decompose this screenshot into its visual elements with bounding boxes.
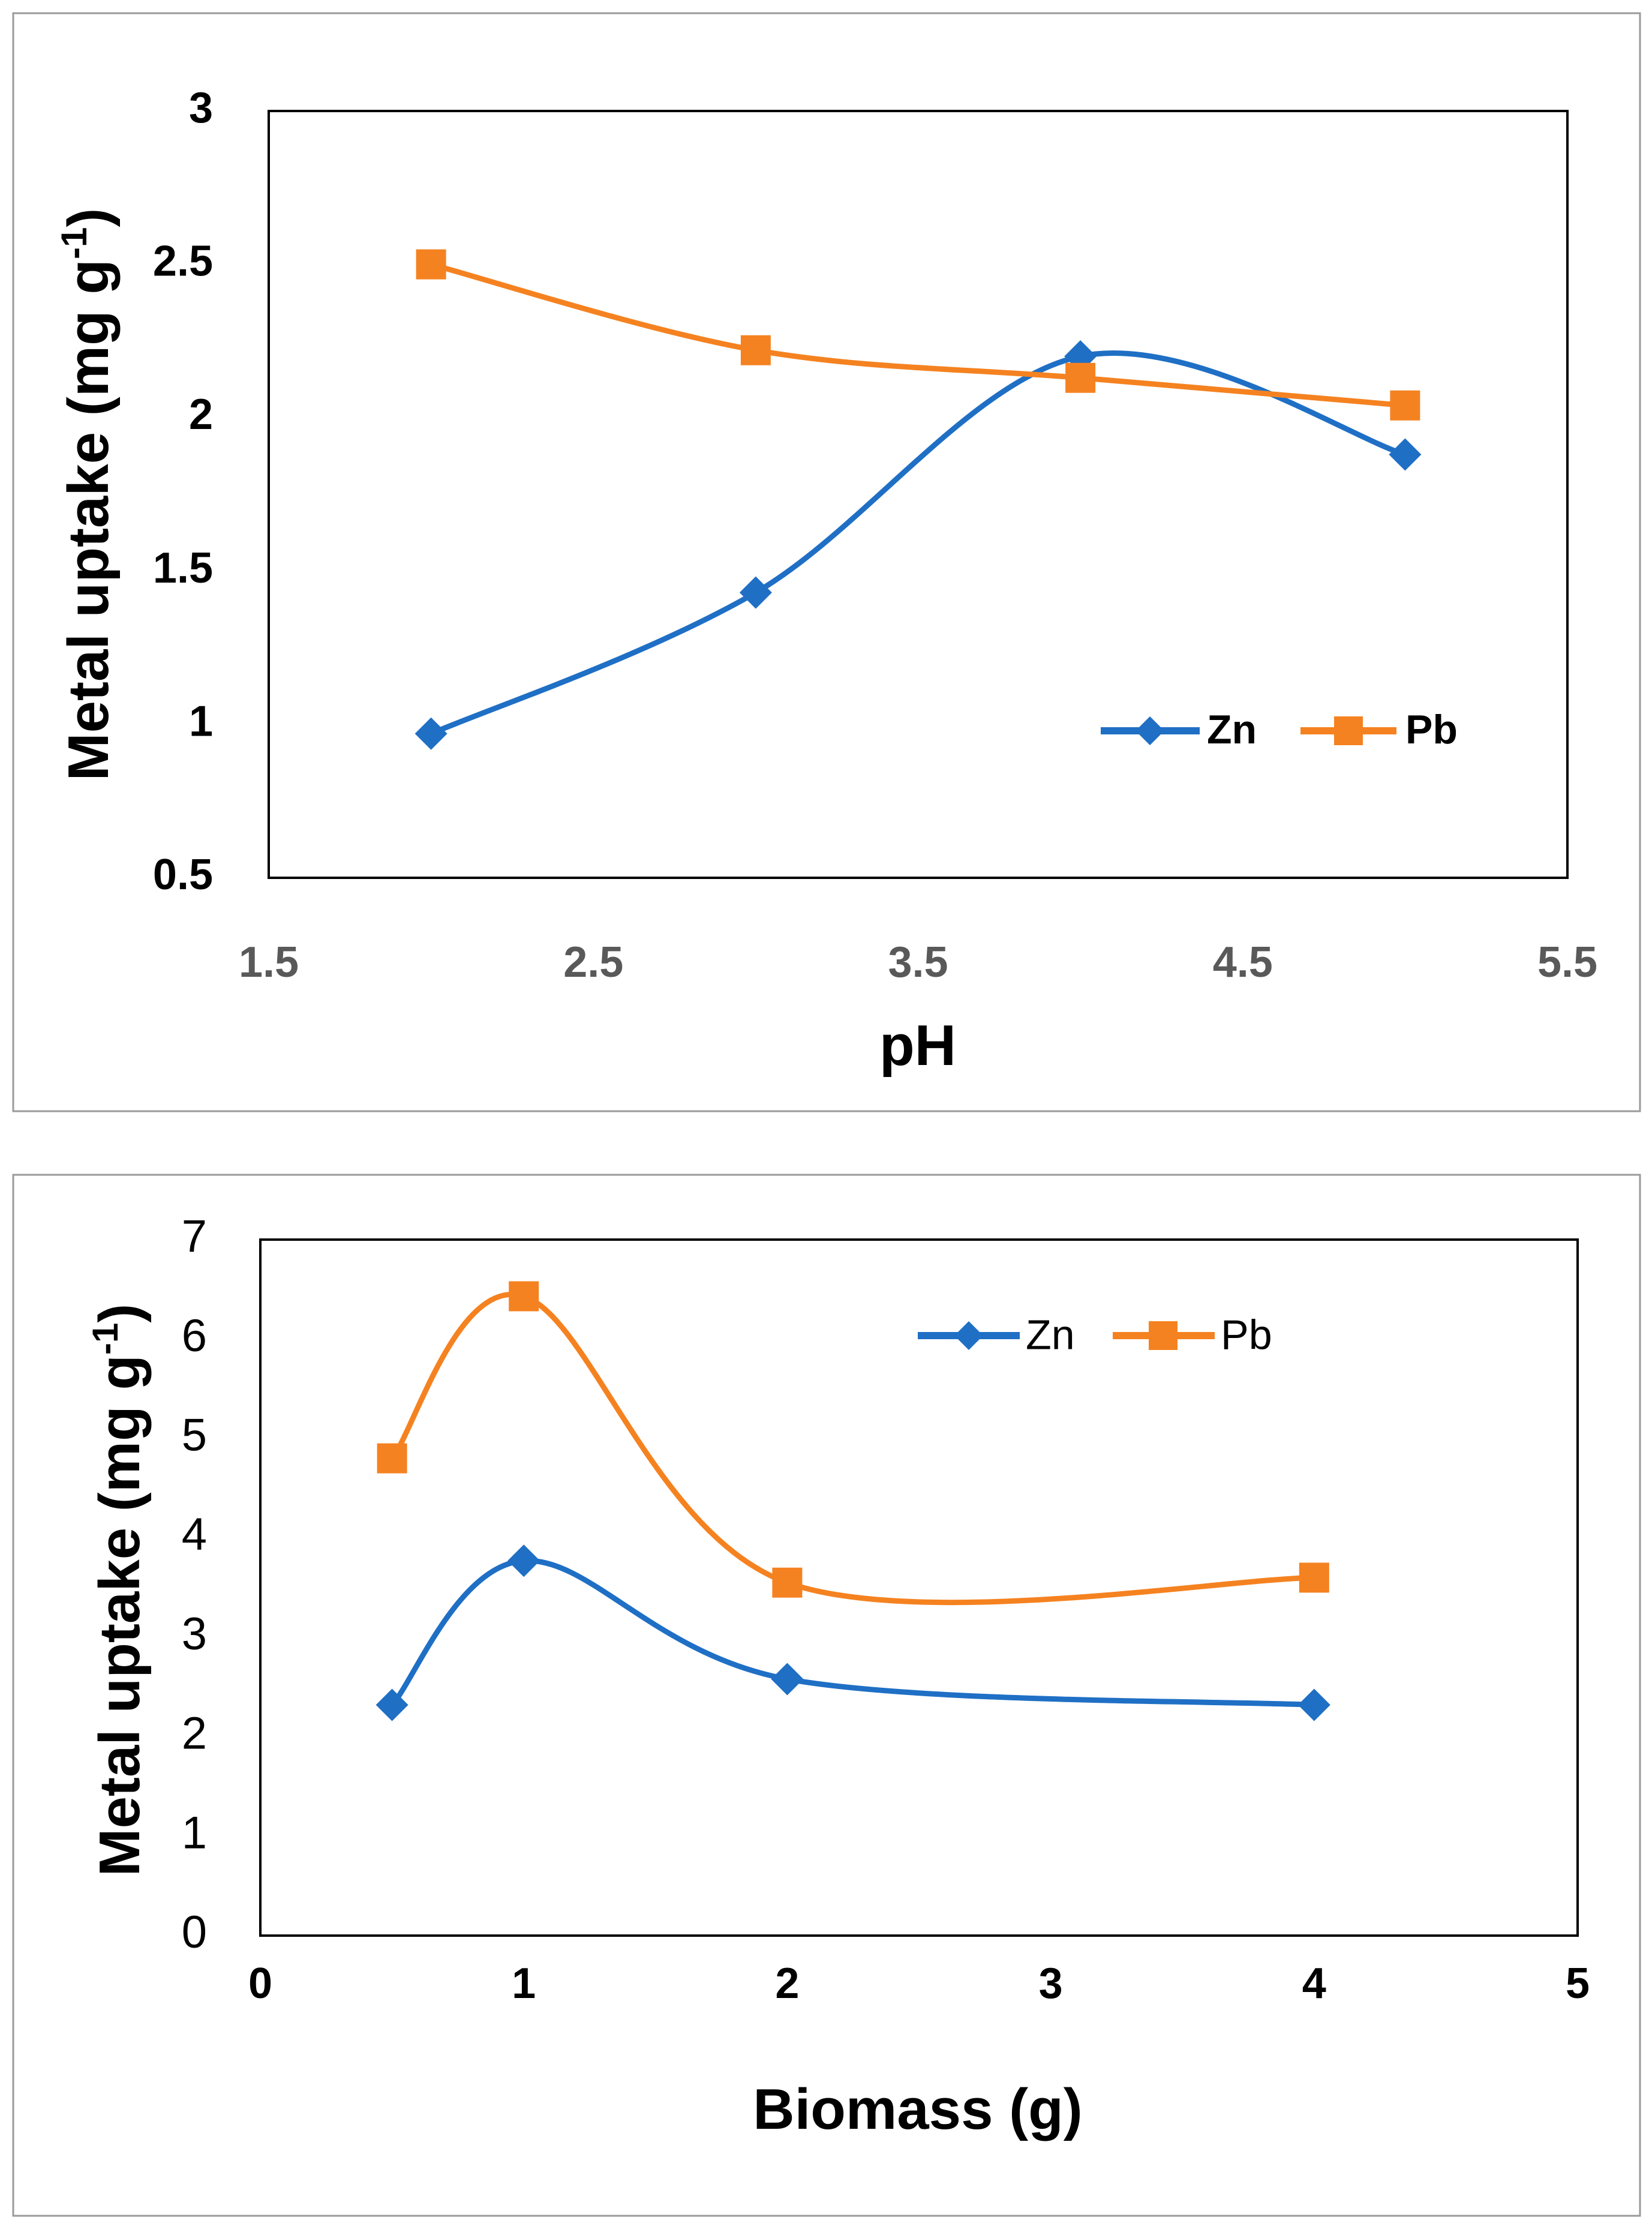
y-tick-label: 2.5 bbox=[153, 238, 213, 286]
data-point-pb bbox=[740, 335, 771, 365]
x-tick-label: 0 bbox=[248, 1960, 272, 2008]
y-tick-label: 5 bbox=[182, 1410, 207, 1461]
series-zn-line bbox=[429, 350, 1406, 736]
legend-pb-square-icon bbox=[1334, 716, 1363, 745]
y-tick-label: 6 bbox=[182, 1310, 207, 1361]
legend-zn-label: Zn bbox=[1026, 1311, 1075, 1358]
x-tick-label: 4.5 bbox=[1213, 938, 1273, 986]
y-tick-label: 2 bbox=[182, 1708, 207, 1759]
chart-panel-biomass: 0 1 2 3 4 5 6 7 0 1 2 3 4 5 Biomass (g) … bbox=[12, 1174, 1641, 2217]
data-point-zn bbox=[376, 1688, 409, 1721]
chart-panel-ph: 0.5 1 1.5 2 2.5 3 1.5 2.5 3.5 4.5 5.5 pH… bbox=[12, 12, 1641, 1112]
x-tick-label: 1 bbox=[512, 1960, 536, 2008]
data-point-pb bbox=[1299, 1562, 1329, 1593]
x-tick-label: 4 bbox=[1302, 1960, 1326, 2008]
x-tick-label: 3.5 bbox=[888, 938, 948, 986]
x-tick-labels: 0 1 2 3 4 5 bbox=[248, 1960, 1590, 2008]
legend: Zn Pb bbox=[918, 1311, 1272, 1358]
y-tick-labels: 0 1 2 3 4 5 6 7 bbox=[182, 1211, 207, 1958]
y-tick-label: 1 bbox=[189, 697, 213, 745]
plot-area bbox=[268, 110, 1569, 879]
x-axis-title: pH bbox=[879, 1013, 956, 1078]
data-point-zn bbox=[739, 576, 772, 609]
x-tick-label: 2 bbox=[775, 1960, 799, 2008]
y-tick-label: 3 bbox=[182, 1609, 207, 1660]
y-axis-title: Metal uptake (mg g-1) bbox=[54, 208, 121, 781]
data-point-pb bbox=[377, 1443, 407, 1474]
data-point-zn bbox=[414, 717, 447, 750]
y-axis-title-close: ) bbox=[88, 1304, 152, 1323]
data-point-zn bbox=[507, 1544, 540, 1577]
x-tick-labels: 1.5 2.5 3.5 4.5 5.5 bbox=[239, 938, 1597, 986]
legend-pb-square-icon bbox=[1149, 1321, 1178, 1350]
data-point-zn bbox=[1297, 1688, 1330, 1721]
legend-pb-label: Pb bbox=[1221, 1311, 1272, 1358]
y-axis-title-sup: -1 bbox=[54, 227, 94, 259]
series-group bbox=[376, 1281, 1330, 1721]
series-group bbox=[414, 249, 1422, 750]
x-tick-label: 3 bbox=[1039, 1960, 1063, 2008]
plot-area bbox=[259, 1238, 1579, 1937]
y-axis-title-sup: -1 bbox=[85, 1323, 125, 1355]
y-axis-title-main: Metal uptake (mg g bbox=[88, 1355, 152, 1876]
y-axis-title-close: ) bbox=[56, 208, 121, 227]
x-axis-title: Biomass (g) bbox=[753, 2077, 1082, 2141]
legend-pb-label: Pb bbox=[1405, 707, 1458, 752]
x-tick-label: 1.5 bbox=[239, 938, 299, 986]
x-tick-label: 5.5 bbox=[1537, 938, 1597, 986]
y-tick-label: 3 bbox=[189, 84, 213, 132]
data-point-pb bbox=[1390, 390, 1420, 421]
series-zn-line bbox=[390, 1558, 1315, 1708]
data-point-pb bbox=[772, 1567, 803, 1598]
data-point-zn bbox=[1389, 438, 1422, 471]
x-tick-label: 2.5 bbox=[563, 938, 623, 986]
data-point-pb bbox=[509, 1281, 539, 1312]
y-tick-label: 1 bbox=[182, 1807, 207, 1858]
y-tick-label: 7 bbox=[182, 1211, 207, 1262]
y-tick-labels: 0.5 1 1.5 2 2.5 3 bbox=[153, 84, 213, 899]
y-tick-label: 0 bbox=[182, 1907, 207, 1958]
data-point-pb bbox=[416, 249, 446, 280]
y-tick-label: 4 bbox=[182, 1509, 207, 1560]
legend-zn-label: Zn bbox=[1207, 707, 1257, 752]
legend-zn-diamond-icon bbox=[954, 1321, 983, 1350]
data-point-zn bbox=[771, 1663, 804, 1696]
legend: Zn Pb bbox=[1101, 707, 1458, 752]
y-axis-title: Metal uptake (mg g-1) bbox=[85, 1304, 152, 1877]
y-tick-label: 2 bbox=[189, 391, 213, 439]
y-tick-label: 0.5 bbox=[153, 851, 213, 899]
series-pb-line bbox=[390, 1292, 1314, 1606]
y-axis-title-main: Metal uptake (mg g bbox=[56, 259, 121, 781]
x-tick-label: 5 bbox=[1566, 1960, 1590, 2008]
y-tick-label: 1.5 bbox=[153, 544, 213, 592]
series-pb-line bbox=[430, 262, 1405, 409]
legend-zn-diamond-icon bbox=[1136, 716, 1164, 745]
data-point-pb bbox=[1065, 362, 1096, 393]
